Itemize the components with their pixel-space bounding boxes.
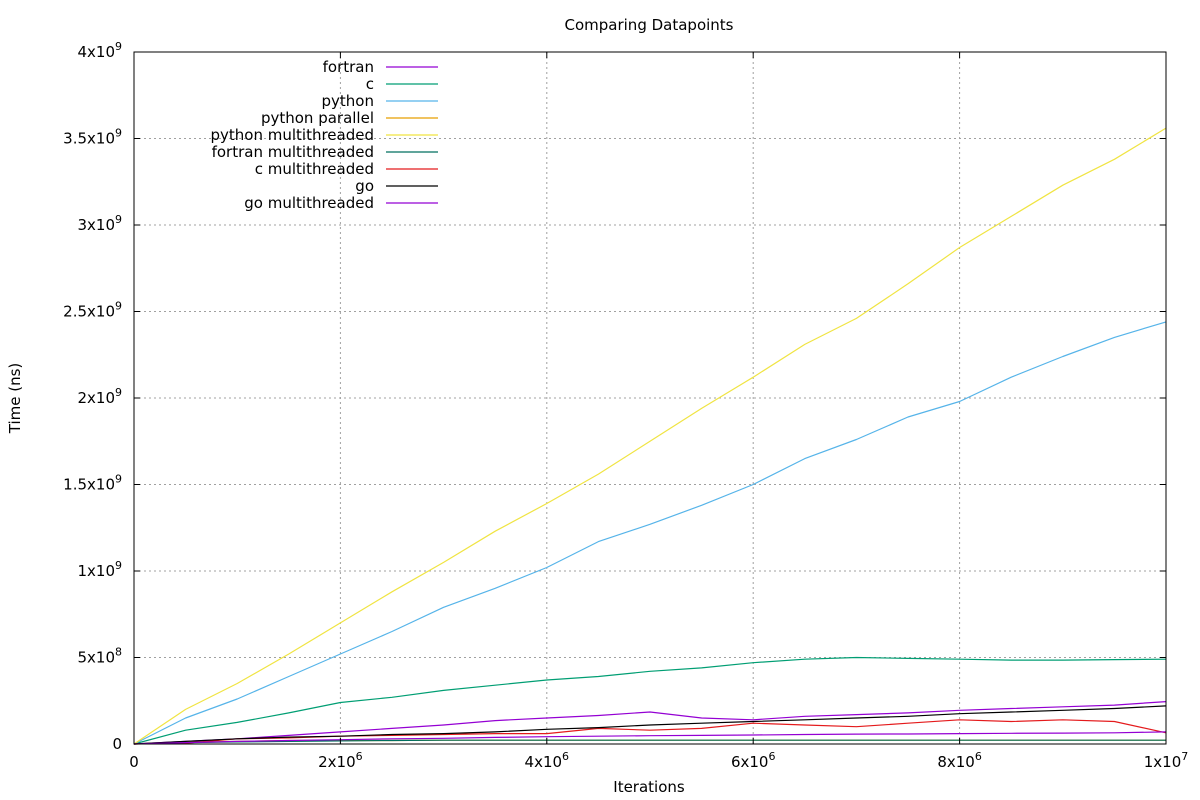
y-axis-label: Time (ns) bbox=[6, 363, 24, 435]
series-lines bbox=[133, 127, 1167, 745]
series-line-fortran-multithreaded bbox=[133, 739, 1166, 745]
grid-lines bbox=[134, 52, 1166, 744]
series-line-go bbox=[133, 705, 1167, 745]
y-axis: 0 5x108 1x109 1.5x109 2x109 2.5x109 3x109 3.5x1… bbox=[63, 40, 1166, 753]
series-line-python-multithreaded bbox=[133, 127, 1167, 745]
chart-title: Comparing Datapoints bbox=[565, 16, 734, 34]
series-line-go-multithreaded bbox=[133, 731, 1167, 745]
x-tick-label: 4x106 bbox=[525, 750, 570, 771]
legend-label: go multithreaded bbox=[244, 194, 374, 212]
legend-label: go bbox=[355, 177, 374, 195]
series-line-c bbox=[133, 656, 1167, 745]
legend-label: fortran bbox=[323, 58, 374, 76]
x-axis-label: Iterations bbox=[613, 778, 685, 796]
y-tick-label: 5x108 bbox=[77, 646, 122, 667]
y-tick-label: 2x109 bbox=[77, 386, 122, 407]
y-tick-label: 1x109 bbox=[77, 559, 122, 580]
x-tick-label: 6x106 bbox=[731, 750, 776, 771]
y-tick-label: 3x109 bbox=[77, 213, 122, 234]
legend-label: c multithreaded bbox=[255, 160, 374, 178]
x-axis: 0 2x106 4x106 6x106 8x106 1x107 bbox=[129, 52, 1188, 771]
legend-label: python parallel bbox=[261, 109, 374, 127]
x-tick-label: 2x106 bbox=[318, 750, 363, 771]
y-tick-label: 4x109 bbox=[77, 40, 122, 61]
legend-label: c bbox=[366, 75, 374, 93]
series-line-python bbox=[133, 321, 1167, 745]
legend-label: python multithreaded bbox=[211, 126, 375, 144]
x-tick-label: 0 bbox=[129, 753, 139, 771]
y-tick-label: 3.5x109 bbox=[63, 127, 122, 148]
x-tick-label: 1x107 bbox=[1144, 750, 1189, 771]
y-tick-label: 1.5x109 bbox=[63, 473, 122, 494]
legend-label: python bbox=[322, 92, 374, 110]
series-line-fortran bbox=[133, 701, 1167, 745]
y-tick-label: 0 bbox=[112, 735, 122, 753]
legend-label: fortran multithreaded bbox=[212, 143, 374, 161]
y-tick-label: 2.5x109 bbox=[63, 300, 122, 321]
x-tick-label: 8x106 bbox=[937, 750, 982, 771]
